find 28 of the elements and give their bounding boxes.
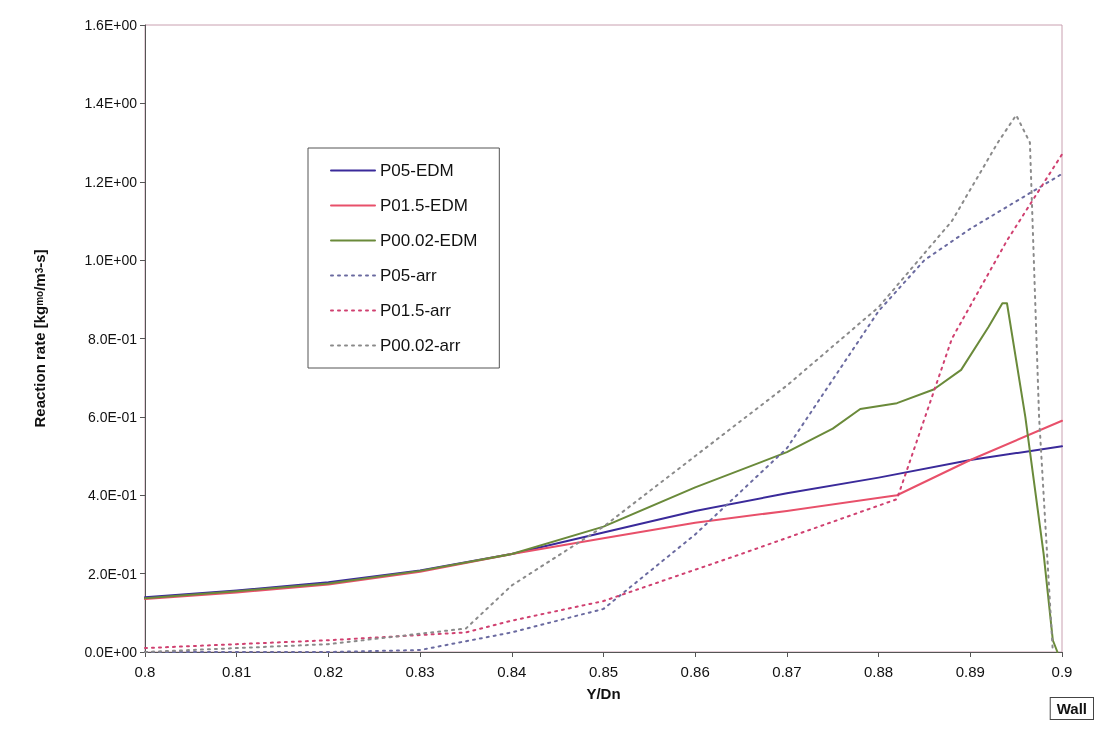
legend-label: P00.02-EDM	[380, 231, 478, 250]
legend-label: P00.02-arr	[380, 336, 461, 355]
x-tick-label: 0.87	[772, 663, 802, 680]
y-tick-label: 1.0E+00	[84, 252, 138, 269]
y-tick-label: 2.0E-01	[87, 565, 138, 582]
y-tick-label: 0.0E+00	[84, 644, 138, 660]
y-tick-label: 8.0E-01	[87, 330, 138, 347]
legend-label: P05-arr	[380, 266, 438, 285]
legend-label: P05-EDM	[380, 161, 454, 180]
text: Wall	[1056, 700, 1087, 717]
legend-label: P01.5-arr	[380, 301, 452, 320]
legend-label: P01.5-EDM	[380, 196, 468, 215]
x-tick-label: 0.84	[497, 663, 527, 680]
x-tick-label: 0.8	[134, 663, 156, 680]
x-tick-label: 0.82	[313, 663, 343, 680]
y-tick-label: 4.0E-01	[87, 487, 138, 504]
y-tick-label: 1.2E+00	[84, 173, 138, 190]
x-tick-label: 0.83	[405, 663, 435, 680]
x-tick-label: 0.89	[955, 663, 985, 680]
y-tick-label: 1.6E+00	[84, 17, 138, 33]
x-axis-title: Y/Dn	[586, 685, 621, 702]
x-tick-label: 0.88	[864, 663, 894, 680]
x-tick-label: 0.86	[680, 663, 710, 680]
x-tick-label: 0.85	[588, 663, 619, 680]
y-tick-label: 6.0E-01	[87, 408, 138, 425]
x-tick-label: 0.9	[1051, 663, 1073, 680]
y-tick-label: 1.4E+00	[84, 95, 138, 112]
x-tick-label: 0.81	[222, 663, 252, 680]
